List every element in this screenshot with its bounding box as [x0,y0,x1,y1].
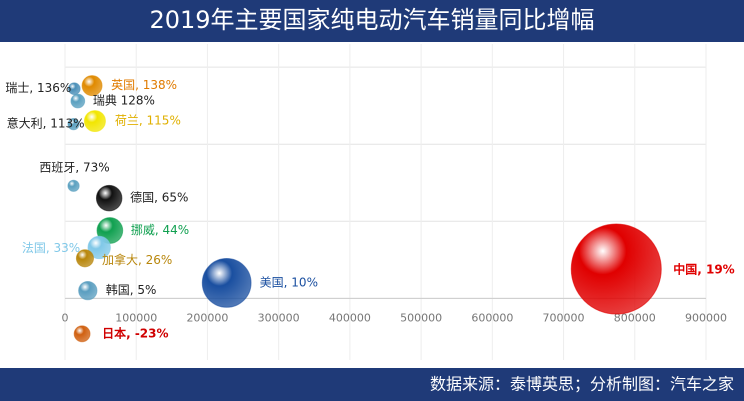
title-band [0,0,744,42]
bubble [570,223,662,315]
bubble [73,325,91,343]
point-label: 韩国, 5% [106,282,157,297]
x-tick-label: 100000 [115,311,157,324]
point-label: 英国, 138% [111,78,177,92]
bubble [67,179,80,192]
point-label: 瑞典 128% [93,94,155,108]
bubble [87,235,111,260]
bubble [78,280,98,301]
bubble [67,82,81,96]
bubble [83,110,106,133]
bubble [95,184,123,212]
point-label: 荷兰, 115% [115,114,181,128]
point-label: 美国, 10% [260,275,318,289]
chart-title: 2019年主要国家纯电动汽车销量同比增幅 [149,6,594,34]
bubble [70,93,86,109]
source-note: 数据来源：泰博英思；分析制图：汽车之家 [430,375,734,394]
point-label: 德国, 65% [130,190,188,205]
x-tick-label: 0 [62,311,69,324]
point-label: 中国, 19% [673,262,734,277]
footer-band [0,368,744,401]
x-tick-label: 800000 [614,311,656,324]
point-label: 意大利, 113% [7,116,85,131]
x-tick-label: 900000 [685,311,727,324]
x-tick-label: 600000 [471,311,513,324]
point-label: 挪威, 44% [131,223,189,237]
point-label: 日本, -23% [102,325,168,340]
x-tick-label: 400000 [329,311,371,324]
x-tick-label: 200000 [186,311,228,324]
point-label: 加拿大, 26% [102,252,172,267]
x-tick-label: 500000 [400,311,442,324]
bubble [67,118,80,131]
bubble [75,249,95,268]
bubble [81,75,103,97]
point-label: 瑞士, 136% [5,81,71,95]
point-label: 法国, 33% [22,241,80,255]
x-tick-label: 300000 [258,311,300,324]
x-tick-label: 700000 [543,311,585,324]
bubble [201,258,252,308]
point-label: 西班牙, 73% [39,160,109,174]
